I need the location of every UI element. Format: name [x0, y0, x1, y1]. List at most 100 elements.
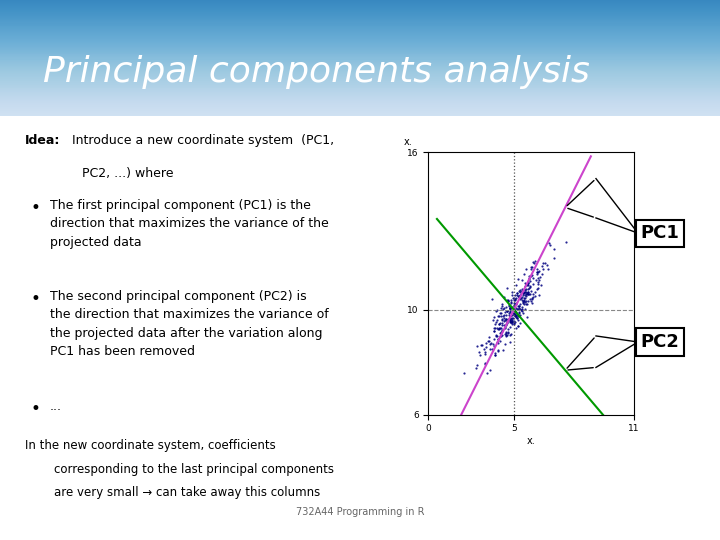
Point: [505, 304, 516, 313]
Point: [513, 312, 525, 320]
Point: [513, 293, 525, 302]
Point: [501, 319, 513, 328]
Point: [517, 307, 528, 315]
Point: [515, 294, 526, 302]
Point: [508, 309, 520, 318]
Point: [505, 305, 516, 314]
Point: [498, 316, 510, 325]
Point: [523, 284, 535, 292]
Point: [502, 306, 513, 315]
Point: [505, 310, 516, 319]
Point: [518, 288, 530, 297]
Point: [507, 288, 518, 296]
Point: [510, 308, 522, 316]
Point: [523, 273, 535, 282]
Point: [513, 301, 524, 310]
Text: are very small → can take away this columns: are very small → can take away this colu…: [54, 487, 320, 500]
Point: [531, 285, 543, 294]
Point: [513, 311, 524, 320]
Point: [518, 300, 530, 308]
Point: [510, 312, 522, 320]
Point: [504, 314, 516, 323]
Point: [533, 276, 544, 285]
Point: [497, 316, 508, 325]
Point: [518, 270, 529, 279]
Point: [490, 351, 501, 360]
Point: [518, 291, 529, 299]
Text: 732A44 Programming in R: 732A44 Programming in R: [296, 507, 424, 517]
Point: [537, 258, 549, 267]
Point: [504, 317, 516, 326]
Point: [528, 256, 540, 265]
Point: [516, 286, 527, 295]
Point: [518, 288, 529, 297]
Point: [516, 287, 527, 296]
Point: [492, 338, 503, 347]
Point: [560, 238, 572, 246]
Point: [516, 306, 528, 314]
Point: [527, 258, 539, 267]
Point: [497, 305, 508, 313]
Text: The first principal component (PC1) is the
direction that maximizes the variance: The first principal component (PC1) is t…: [50, 199, 328, 249]
Text: •: •: [31, 199, 41, 217]
Point: [513, 303, 525, 312]
Point: [521, 288, 533, 297]
Point: [534, 267, 545, 276]
Point: [504, 303, 516, 312]
Point: [490, 307, 502, 315]
Point: [506, 314, 518, 322]
Point: [489, 313, 500, 322]
Point: [497, 321, 508, 330]
Point: [513, 292, 524, 300]
Point: [508, 316, 519, 325]
Point: [502, 328, 513, 337]
Point: [505, 310, 517, 319]
Point: [516, 275, 527, 284]
Point: [544, 241, 555, 249]
Point: [521, 285, 532, 293]
Point: [535, 281, 546, 289]
Point: [493, 312, 505, 321]
Point: [487, 315, 499, 324]
Point: [504, 307, 516, 316]
Point: [501, 318, 513, 326]
Point: [516, 295, 528, 304]
Point: [498, 304, 510, 313]
Point: [495, 323, 507, 332]
Point: [509, 299, 521, 308]
Point: [532, 278, 544, 287]
Point: [495, 309, 506, 318]
Point: [532, 284, 544, 292]
Point: [492, 323, 503, 332]
Point: [514, 311, 526, 320]
Point: [512, 305, 523, 313]
Point: [512, 322, 523, 331]
Point: [495, 308, 506, 317]
Point: [515, 285, 526, 294]
Point: [493, 324, 505, 333]
Point: [526, 295, 538, 303]
Point: [490, 317, 502, 326]
Point: [520, 292, 531, 300]
Point: [495, 324, 506, 333]
Point: [525, 296, 536, 305]
Point: [519, 285, 531, 294]
Point: [509, 291, 521, 299]
Point: [510, 312, 521, 321]
Point: [532, 268, 544, 277]
Point: [515, 305, 526, 314]
Point: [528, 259, 540, 267]
Point: [512, 313, 523, 322]
Point: [505, 299, 517, 307]
Point: [480, 347, 491, 356]
Point: [496, 315, 508, 323]
Point: [500, 323, 511, 332]
Point: [483, 333, 495, 341]
Point: [504, 304, 516, 313]
Text: In the new coordinate system, coefficients: In the new coordinate system, coefficien…: [25, 439, 276, 452]
Point: [495, 327, 507, 336]
Point: [508, 299, 520, 307]
Point: [524, 295, 536, 304]
Point: [508, 313, 519, 322]
Point: [509, 296, 521, 305]
